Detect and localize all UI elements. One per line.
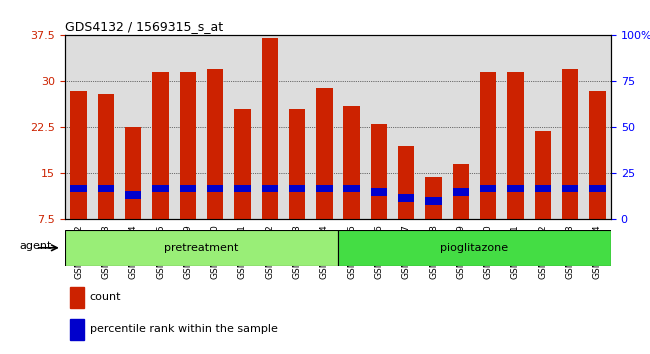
Bar — [534, 185, 551, 193]
Bar — [507, 72, 524, 266]
Bar — [179, 72, 196, 266]
Bar — [152, 185, 169, 193]
Bar — [425, 177, 442, 266]
Bar — [589, 91, 606, 266]
Bar — [398, 194, 415, 202]
Text: agent: agent — [20, 241, 52, 251]
Bar — [370, 124, 387, 266]
Bar — [480, 185, 497, 193]
FancyBboxPatch shape — [65, 230, 338, 266]
Bar — [316, 87, 333, 266]
Text: percentile rank within the sample: percentile rank within the sample — [90, 324, 278, 334]
Text: count: count — [90, 292, 121, 302]
Bar — [452, 164, 469, 266]
Bar — [125, 127, 142, 266]
Bar — [207, 185, 224, 193]
Bar — [507, 185, 524, 193]
Bar — [589, 185, 606, 193]
Bar — [343, 185, 360, 193]
Bar — [179, 185, 196, 193]
Bar — [70, 319, 84, 340]
Text: GDS4132 / 1569315_s_at: GDS4132 / 1569315_s_at — [65, 20, 223, 33]
Bar — [70, 185, 87, 193]
Text: pretreatment: pretreatment — [164, 243, 239, 253]
Bar — [534, 131, 551, 266]
Bar — [316, 185, 333, 193]
Bar — [398, 146, 415, 266]
Bar — [289, 109, 306, 266]
Bar — [261, 185, 278, 193]
Bar — [289, 185, 306, 193]
Text: pioglitazone: pioglitazone — [441, 243, 508, 253]
Bar — [562, 185, 578, 193]
Bar — [70, 91, 87, 266]
Bar — [370, 188, 387, 195]
Bar — [207, 69, 224, 266]
Bar — [125, 191, 142, 199]
Bar — [343, 106, 360, 266]
Bar — [98, 94, 114, 266]
Bar — [234, 185, 251, 193]
Bar — [70, 287, 84, 308]
Bar — [425, 198, 442, 205]
Bar — [152, 72, 169, 266]
Bar — [452, 188, 469, 195]
Bar — [98, 185, 114, 193]
Bar — [261, 39, 278, 266]
FancyBboxPatch shape — [338, 230, 611, 266]
Bar — [480, 72, 497, 266]
Bar — [562, 69, 578, 266]
Bar — [234, 109, 251, 266]
